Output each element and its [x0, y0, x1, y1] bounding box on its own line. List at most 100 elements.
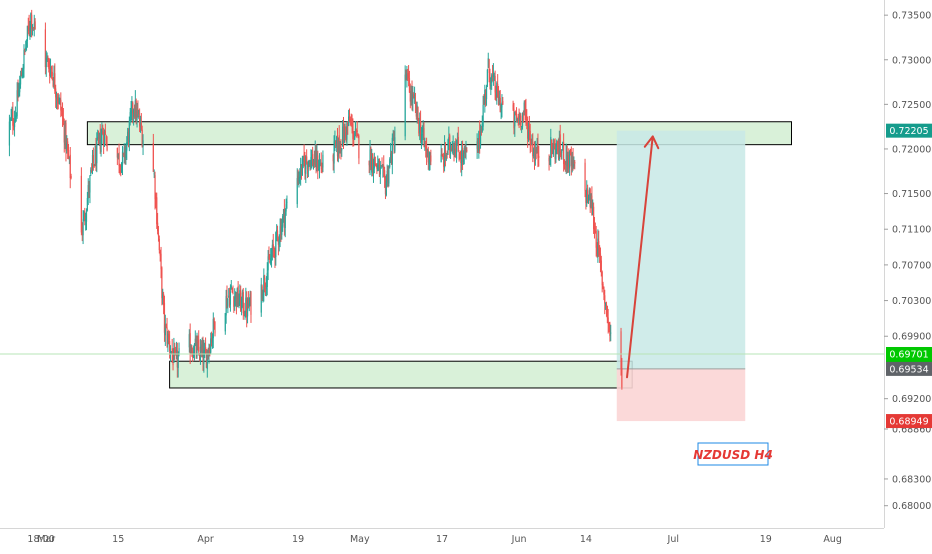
candle	[454, 141, 456, 158]
candle	[127, 127, 129, 146]
x-tick-label: Apr	[197, 534, 214, 545]
candle	[67, 138, 69, 160]
candle	[592, 199, 594, 216]
candle	[283, 199, 285, 236]
candle	[352, 118, 354, 147]
candle	[521, 125, 523, 133]
x-tick-label: Aug	[823, 534, 842, 545]
candle	[342, 119, 344, 147]
candle	[495, 85, 497, 102]
candle	[69, 147, 71, 189]
candle	[128, 116, 130, 152]
candle	[27, 17, 29, 35]
position-stop-area[interactable]	[616, 368, 746, 422]
candle	[530, 138, 532, 152]
candle	[28, 14, 30, 37]
x-tick-label: Jun	[511, 534, 527, 545]
candle	[93, 163, 95, 168]
candle	[372, 153, 374, 177]
candle	[267, 250, 269, 281]
candle	[9, 117, 11, 131]
candle	[304, 151, 306, 180]
candle	[99, 124, 101, 154]
candle	[481, 115, 483, 133]
y-tick-label: 0.70700	[892, 260, 931, 271]
candle	[165, 323, 167, 329]
candle	[46, 52, 48, 62]
candle	[536, 137, 538, 154]
candle	[25, 39, 28, 51]
candle	[32, 26, 35, 31]
candle	[342, 116, 345, 150]
candle	[369, 139, 371, 176]
zone-support[interactable]	[169, 360, 633, 389]
candle	[64, 120, 66, 150]
x-tick-label: May	[350, 534, 370, 545]
candle	[453, 142, 455, 162]
candle	[478, 130, 480, 159]
candle	[19, 70, 22, 89]
candle	[17, 79, 19, 102]
candle	[16, 82, 18, 119]
x-tick-label: 17	[436, 534, 448, 545]
candle	[282, 213, 284, 232]
candle	[494, 70, 496, 100]
candle	[574, 160, 576, 170]
candle	[370, 146, 372, 171]
candle	[554, 138, 556, 164]
candle	[306, 161, 309, 179]
candle	[168, 329, 170, 345]
candle	[297, 169, 299, 186]
candle	[513, 102, 515, 135]
candle	[276, 225, 279, 242]
candle	[532, 133, 534, 163]
candle	[320, 152, 322, 173]
candle	[455, 139, 458, 163]
candle	[83, 210, 85, 222]
candle	[565, 143, 567, 175]
candle	[117, 153, 119, 160]
candle	[192, 345, 195, 359]
candle	[131, 96, 133, 121]
candle	[373, 152, 375, 174]
price-axis[interactable]: 0.73500 0.73000 0.72500 0.72000 0.71500 0.711…	[884, 11, 931, 513]
candle	[98, 132, 100, 147]
candle	[417, 106, 419, 124]
candle	[138, 109, 140, 120]
candle	[621, 357, 623, 390]
candle	[573, 156, 575, 169]
candle	[553, 139, 555, 150]
candle	[590, 193, 592, 209]
candle	[174, 342, 176, 360]
candle	[385, 174, 387, 197]
candle	[311, 149, 313, 169]
candle	[226, 285, 228, 309]
candle	[103, 127, 105, 155]
candle	[154, 171, 156, 210]
candle	[357, 133, 359, 139]
candle	[455, 138, 457, 158]
candle	[337, 137, 339, 163]
candle	[317, 150, 319, 180]
candle	[119, 163, 121, 175]
candle	[142, 134, 144, 156]
position-target-area[interactable]	[616, 130, 746, 369]
candle	[47, 55, 49, 68]
candle	[420, 127, 423, 150]
candle	[407, 68, 409, 81]
candle	[529, 123, 531, 154]
candle	[84, 207, 86, 226]
candle	[551, 139, 553, 158]
candle	[57, 92, 59, 110]
candle	[54, 63, 56, 94]
zone-resistance[interactable]	[86, 121, 792, 146]
candle	[100, 128, 102, 157]
candle	[245, 287, 247, 318]
candle	[487, 52, 489, 68]
candle	[157, 226, 160, 242]
candle	[460, 151, 462, 173]
candle	[353, 130, 355, 147]
candle	[163, 291, 165, 315]
candle	[266, 262, 268, 296]
